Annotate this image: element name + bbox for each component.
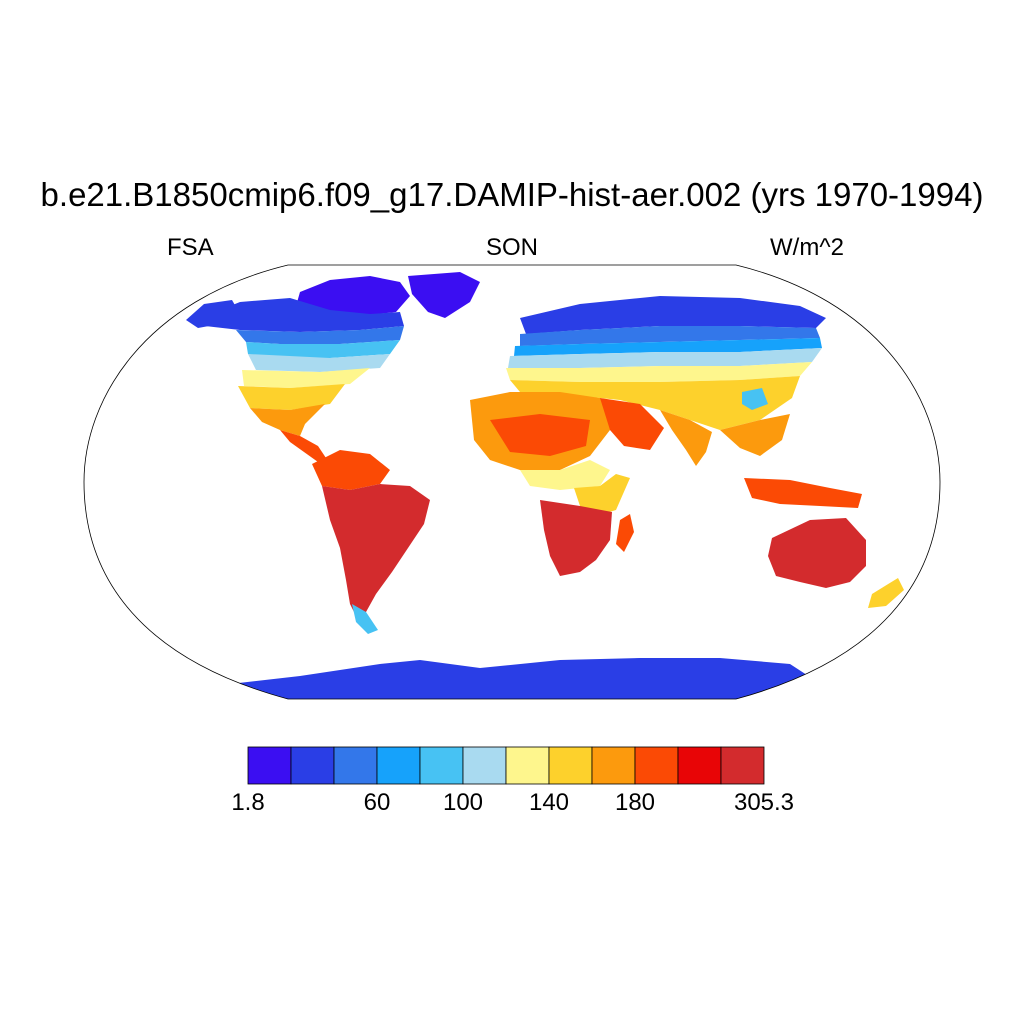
- land-fields: [186, 272, 904, 699]
- map-title: b.e21.B1850cmip6.f09_g17.DAMIP-hist-aer.…: [40, 176, 984, 213]
- colorbar-box-6: [462, 746, 507, 785]
- eurasia-band-1: [520, 326, 820, 346]
- north-america-band-1: [236, 326, 404, 344]
- colorbar-box-8: [548, 746, 593, 785]
- tibet-plateau: [742, 388, 768, 410]
- colorbar-box-10: [634, 746, 679, 785]
- eurasia-arctic: [520, 296, 826, 334]
- maritime-continent: [744, 478, 862, 508]
- south-asia: [660, 410, 712, 466]
- eurasia-band-4: [506, 362, 812, 382]
- north-america-north: [200, 298, 404, 332]
- season-label: SON: [485, 234, 538, 261]
- sahel-band: [520, 460, 610, 490]
- north-america-band-2: [246, 340, 400, 358]
- units-label: W/m^2: [770, 234, 844, 261]
- greenland: [408, 272, 480, 318]
- colorbar-box-4: [376, 746, 421, 785]
- colorbar-tick-label: 305.3: [733, 789, 795, 816]
- southern-africa: [540, 500, 612, 576]
- australia: [768, 518, 866, 588]
- south-america-tip: [352, 604, 378, 634]
- eurasia-band-2: [514, 338, 822, 356]
- colorbar: [247, 746, 765, 785]
- colorbar-tick-label: 60: [363, 789, 391, 816]
- madagascar: [616, 514, 634, 552]
- east-africa: [574, 474, 630, 516]
- map-boundary: [83, 264, 941, 700]
- eurasia-band-5: [510, 376, 800, 430]
- colorbar-tick-label: 140: [528, 789, 570, 816]
- north-america-south: [250, 404, 325, 436]
- eurasia-band-3: [508, 348, 822, 368]
- colorbar-box-9: [591, 746, 636, 785]
- colorbar-box-5: [419, 746, 464, 785]
- colorbar-tick-label: 100: [442, 789, 484, 816]
- colorbar-box-11: [677, 746, 722, 785]
- alaska-band: [186, 300, 240, 328]
- central-america: [280, 430, 326, 462]
- antarctica: [200, 658, 830, 699]
- new-zealand: [868, 578, 904, 608]
- north-america-band-3: [248, 354, 390, 372]
- south-america-north: [312, 450, 390, 490]
- north-america-band-4: [242, 368, 370, 388]
- colorbar-box-12: [720, 746, 765, 785]
- colorbar-box-3: [333, 746, 378, 785]
- variable-label: FSA: [167, 234, 214, 261]
- sahara-core: [490, 414, 590, 456]
- colorbar-box-1: [247, 746, 292, 785]
- north-america-arctic: [296, 276, 410, 316]
- east-asia: [720, 414, 790, 456]
- arabia: [600, 398, 664, 450]
- north-america-band-5: [238, 384, 345, 410]
- colorbar-tick-label: 180: [614, 789, 656, 816]
- south-america-main: [322, 484, 430, 624]
- colorbar-box-2: [290, 746, 335, 785]
- colorbar-tick-label: 1.8: [231, 789, 265, 816]
- colorbar-box-7: [505, 746, 550, 785]
